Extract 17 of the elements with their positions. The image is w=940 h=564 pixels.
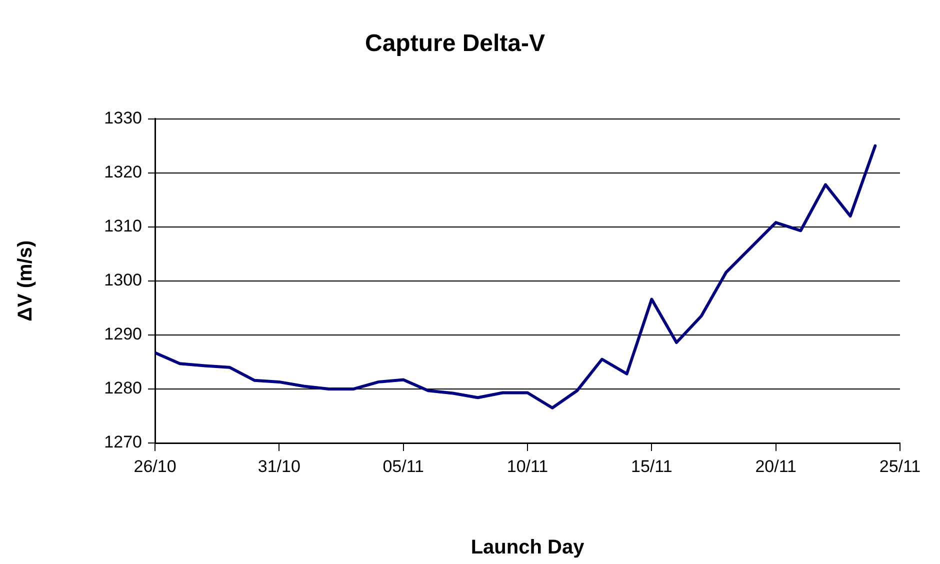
x-tick-label: 05/11 [382,456,424,476]
chart-title: Capture Delta-V [364,30,546,58]
y-axis-title: ΔV (m/s) [14,240,37,322]
y-tick-label: 1320 [104,162,142,182]
x-tick-label: 20/11 [755,456,796,476]
x-tick-label: 26/10 [134,456,176,476]
x-tick-label: 25/11 [879,456,921,476]
x-axis-title: Launch Day [470,536,586,559]
y-tick-label: 1290 [104,324,142,344]
y-tick-label: 1270 [104,432,142,452]
x-tick-label: 15/11 [631,456,672,476]
y-tick-label: 1280 [104,378,142,398]
x-tick-label: 31/10 [258,456,300,476]
y-tick-label: 1300 [104,270,142,290]
y-tick-label: 1330 [104,108,142,128]
x-tick-label: 10/11 [506,456,548,476]
y-tick-label: 1310 [104,216,142,236]
